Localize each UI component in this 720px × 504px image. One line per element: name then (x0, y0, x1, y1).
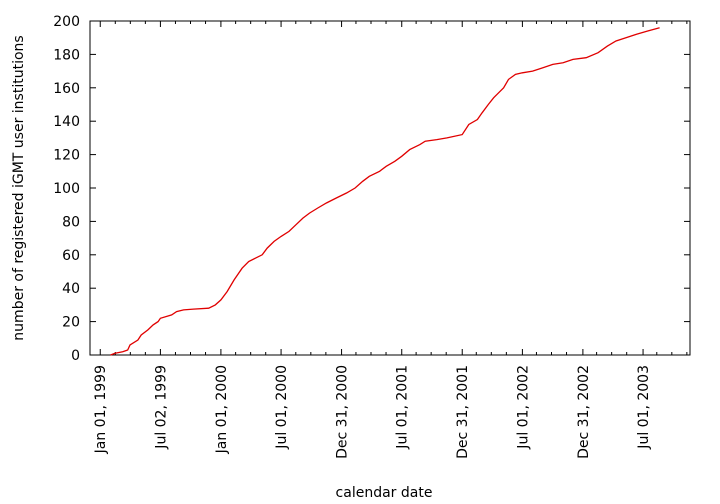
series-layer (110, 27, 660, 356)
y-axis: 0 20 40 60 80 100 120 140 160 180 200 (53, 14, 690, 364)
x-axis-label: calendar date (336, 485, 433, 501)
plot-area-frame (89, 20, 691, 356)
x-tick-label: Jul 01, 2001 (395, 365, 411, 450)
y-tick-label: 20 (62, 315, 80, 331)
y-tick-label: 80 (62, 214, 80, 230)
y-tick-label: 160 (53, 81, 80, 97)
y-axis-label: number of registered iGMT user instituti… (11, 35, 27, 340)
y-tick-label: 60 (62, 248, 80, 264)
x-tick-label: Dec 31, 2000 (335, 365, 351, 459)
series-line (110, 27, 660, 356)
y-tick-label: 40 (62, 281, 80, 297)
x-axis: Jan 01, 1999 Jul 02, 1999 Jan 01, 2000 Jul … (93, 21, 688, 459)
x-tick-label: Dec 31, 2002 (576, 365, 592, 459)
x-tick-label: Jul 02, 1999 (153, 365, 169, 450)
y-tick-label: 180 (53, 47, 80, 63)
x-tick-label: Jul 01, 2002 (515, 365, 531, 450)
x-tick-label: Jan 01, 2000 (214, 365, 230, 454)
x-tick-label: Dec 31, 2001 (455, 365, 471, 459)
x-tick-label: Jul 01, 2000 (274, 365, 290, 450)
y-tick-label: 200 (53, 14, 80, 30)
y-tick-label: 120 (53, 148, 80, 164)
y-tick-label: 100 (53, 181, 80, 197)
x-tick-label: Jan 01, 1999 (93, 365, 109, 454)
y-tick-label: 0 (71, 348, 80, 364)
x-tick-label: Jul 01, 2003 (636, 365, 652, 450)
y-tick-label: 140 (53, 114, 80, 130)
